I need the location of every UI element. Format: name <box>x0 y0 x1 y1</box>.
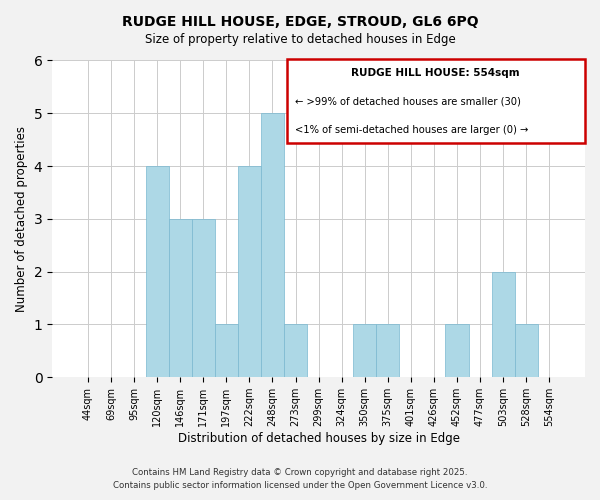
Text: RUDGE HILL HOUSE, EDGE, STROUD, GL6 6PQ: RUDGE HILL HOUSE, EDGE, STROUD, GL6 6PQ <box>122 15 478 29</box>
Bar <box>146 166 169 377</box>
FancyBboxPatch shape <box>287 59 585 143</box>
Bar <box>215 324 238 377</box>
Bar <box>192 219 215 377</box>
Text: ← >99% of detached houses are smaller (30): ← >99% of detached houses are smaller (3… <box>295 97 520 107</box>
Bar <box>491 272 515 377</box>
Bar <box>284 324 307 377</box>
Bar <box>169 219 192 377</box>
Bar <box>261 114 284 377</box>
Bar <box>353 324 376 377</box>
Text: Contains HM Land Registry data © Crown copyright and database right 2025.
Contai: Contains HM Land Registry data © Crown c… <box>113 468 487 490</box>
Bar <box>376 324 400 377</box>
Text: Size of property relative to detached houses in Edge: Size of property relative to detached ho… <box>145 32 455 46</box>
Y-axis label: Number of detached properties: Number of detached properties <box>15 126 28 312</box>
X-axis label: Distribution of detached houses by size in Edge: Distribution of detached houses by size … <box>178 432 460 445</box>
Bar <box>238 166 261 377</box>
Text: RUDGE HILL HOUSE: 554sqm: RUDGE HILL HOUSE: 554sqm <box>352 68 520 78</box>
Bar <box>515 324 538 377</box>
Bar <box>445 324 469 377</box>
Text: <1% of semi-detached houses are larger (0) →: <1% of semi-detached houses are larger (… <box>295 126 528 136</box>
